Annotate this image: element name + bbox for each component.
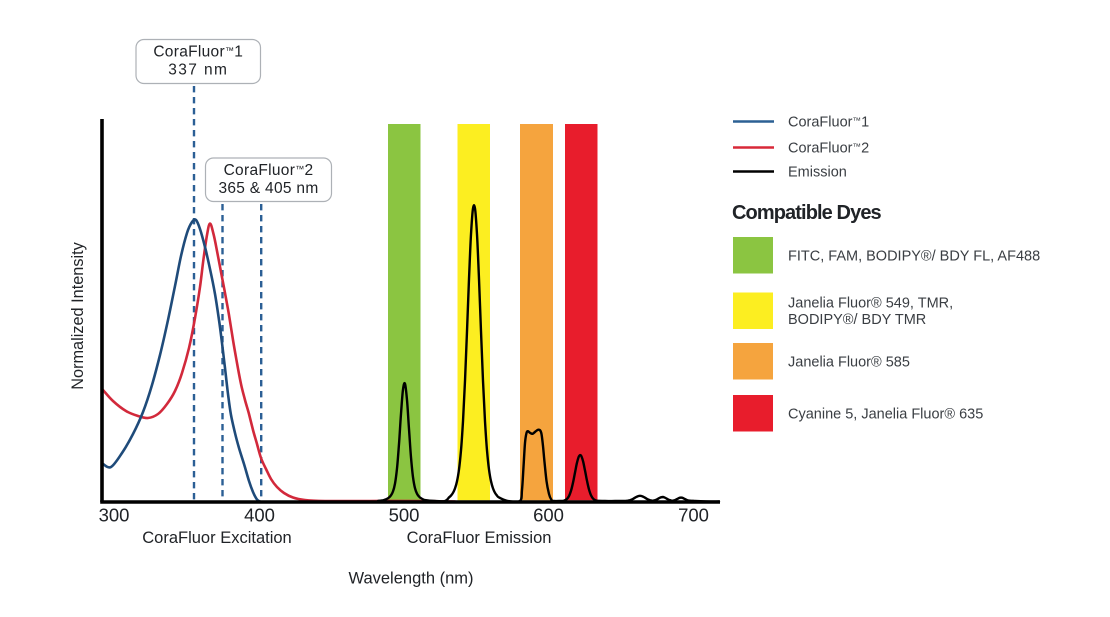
svg-text:337 nm: 337 nm (168, 61, 228, 78)
svg-text:CoraFluor™2: CoraFluor™2 (788, 141, 869, 157)
svg-text:400: 400 (244, 505, 275, 526)
svg-text:Cyanine 5, Janelia Fluor® 635: Cyanine 5, Janelia Fluor® 635 (788, 406, 983, 422)
svg-text:CoraFluor™2: CoraFluor™2 (224, 162, 314, 179)
svg-text:CoraFluor™1: CoraFluor™1 (153, 44, 243, 61)
svg-text:FITC, FAM, BODIPY®/ BDY FL, AF: FITC, FAM, BODIPY®/ BDY FL, AF488 (788, 248, 1040, 264)
svg-text:600: 600 (533, 505, 564, 526)
svg-text:Compatible Dyes: Compatible Dyes (732, 202, 882, 224)
svg-text:Wavelength (nm): Wavelength (nm) (348, 570, 473, 588)
svg-text:700: 700 (678, 505, 709, 526)
svg-text:300: 300 (99, 505, 130, 526)
svg-text:CoraFluor Emission: CoraFluor Emission (407, 529, 552, 547)
svg-text:Janelia Fluor® 549, TMR,: Janelia Fluor® 549, TMR, (788, 295, 953, 311)
svg-text:Normalized Intensity: Normalized Intensity (69, 241, 87, 389)
svg-text:Janelia Fluor® 585: Janelia Fluor® 585 (788, 354, 910, 370)
svg-text:BODIPY®/ BDY TMR: BODIPY®/ BDY TMR (788, 312, 926, 328)
svg-text:365 & 405 nm: 365 & 405 nm (218, 180, 318, 197)
svg-text:CoraFluor Excitation: CoraFluor Excitation (142, 529, 291, 547)
svg-text:500: 500 (389, 505, 420, 526)
svg-text:Emission: Emission (788, 165, 847, 181)
svg-text:CoraFluor™1: CoraFluor™1 (788, 115, 869, 131)
